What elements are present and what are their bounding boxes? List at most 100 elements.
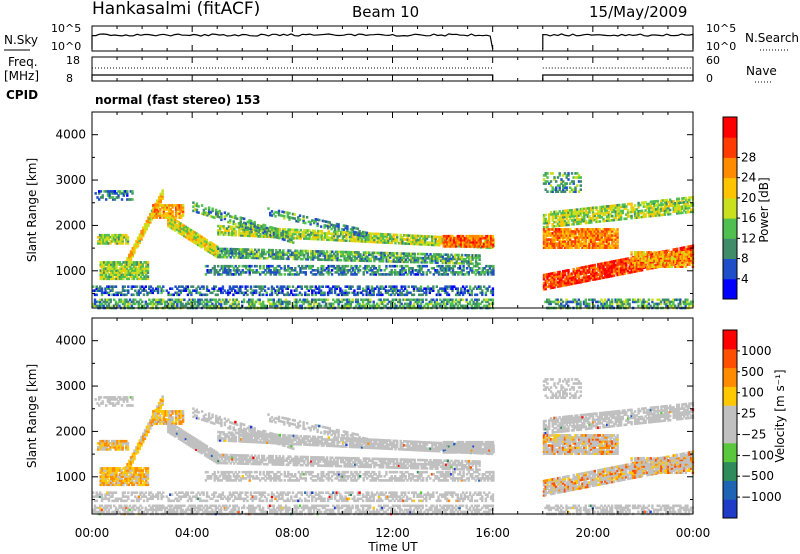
power-cell — [127, 263, 130, 266]
power-cell — [462, 262, 465, 265]
power-cell — [126, 240, 130, 243]
power-cell — [326, 224, 330, 228]
power-cell — [465, 271, 469, 274]
power-cell — [113, 273, 116, 276]
power-cell — [389, 252, 392, 255]
power-cell — [273, 271, 276, 274]
power-cell — [159, 208, 162, 211]
power-cell — [403, 242, 406, 245]
power-cell — [294, 232, 297, 236]
power-cell — [132, 293, 135, 297]
power-cell — [357, 259, 360, 262]
power-cell — [453, 285, 456, 288]
power-cell — [387, 273, 390, 276]
power-cell — [184, 225, 188, 229]
power-cell — [122, 273, 125, 276]
power-cell — [283, 238, 286, 242]
power-cell — [286, 215, 289, 219]
power-cell — [469, 256, 472, 259]
power-cell — [290, 236, 293, 240]
power-cell — [403, 234, 406, 237]
power-cell — [196, 241, 200, 245]
power-cell — [462, 269, 465, 272]
power-cell — [142, 226, 145, 230]
power-cell — [488, 234, 491, 238]
power-cell — [367, 291, 370, 295]
power-cell — [342, 291, 346, 295]
power-cell — [159, 214, 162, 217]
power-cell — [102, 240, 105, 243]
power-cell — [366, 257, 369, 261]
power-cell — [341, 239, 345, 242]
power-cell — [252, 234, 255, 238]
power-cell — [304, 229, 308, 232]
power-cell — [182, 230, 186, 234]
power-cell — [117, 277, 120, 281]
power-cell — [318, 233, 322, 237]
power-cell — [285, 257, 288, 261]
power-cell — [220, 231, 224, 234]
power-cell — [376, 240, 380, 244]
power-cell — [413, 269, 416, 272]
power-cell — [271, 251, 274, 254]
power-cell — [491, 287, 495, 290]
power-cell — [337, 285, 340, 288]
power-cell — [435, 298, 438, 302]
power-cell — [369, 238, 373, 242]
power-cell — [438, 257, 441, 260]
power-cell — [436, 255, 439, 258]
power-cell — [319, 304, 323, 308]
power-cell — [332, 226, 335, 229]
power-cell — [439, 264, 442, 268]
power-cell — [375, 251, 378, 255]
power-cell — [262, 252, 266, 256]
power-cell — [252, 271, 255, 274]
power-cell — [318, 289, 321, 292]
power-cell — [124, 190, 127, 193]
power-cell — [110, 275, 113, 278]
power-cell — [245, 248, 248, 251]
power-cell — [319, 293, 323, 297]
power-cell — [260, 293, 263, 297]
power-cell — [452, 261, 455, 265]
power-cell — [647, 298, 651, 302]
power-cell — [428, 291, 431, 295]
power-cell — [200, 243, 203, 247]
power-cell — [447, 285, 451, 288]
power-cell — [141, 277, 144, 281]
power-cell — [320, 269, 323, 272]
power-cell — [208, 269, 211, 272]
power-cell — [106, 192, 110, 195]
power-cell — [136, 242, 140, 246]
power-cell — [169, 293, 172, 297]
power-cell — [342, 293, 346, 297]
power-cell — [217, 247, 220, 251]
power-cell — [139, 265, 143, 268]
power-cell — [630, 202, 633, 206]
power-cell — [418, 271, 421, 274]
power-cell — [355, 257, 359, 260]
power-cell — [118, 300, 121, 304]
power-cell — [149, 221, 152, 224]
power-cell — [356, 233, 360, 237]
power-cell — [320, 236, 323, 239]
power-cell — [238, 234, 241, 237]
power-cell — [179, 230, 182, 233]
power-cell — [285, 230, 288, 234]
power-cell — [425, 293, 428, 297]
power-cell — [230, 215, 234, 219]
power-cell — [444, 289, 447, 292]
power-cell — [210, 242, 214, 245]
power-cell — [357, 251, 360, 254]
power-cell — [369, 293, 372, 297]
power-cell — [283, 264, 286, 268]
power-cell — [167, 218, 170, 222]
power-cell — [246, 289, 249, 292]
power-cell — [371, 271, 374, 274]
power-cell — [178, 212, 181, 215]
power-cell — [358, 287, 361, 290]
power-cell — [237, 222, 241, 225]
power-cell — [212, 243, 216, 246]
power-cell — [220, 247, 224, 251]
power-cell — [345, 259, 348, 262]
